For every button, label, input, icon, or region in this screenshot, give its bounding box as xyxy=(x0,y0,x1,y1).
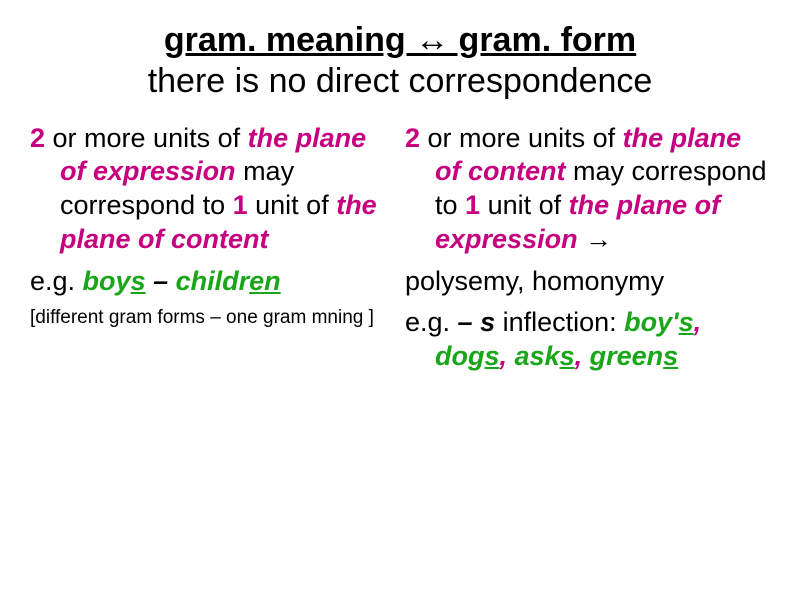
ex2-dog: dog xyxy=(435,341,484,371)
left-eg-label: e.g. xyxy=(30,266,83,296)
ex-dash: – xyxy=(146,266,176,296)
ex2-ask-s: s xyxy=(560,341,575,371)
left-column: 2 or more units of the plane of expressi… xyxy=(30,122,395,382)
right-polysemy: polysemy, homonymy xyxy=(405,265,770,299)
infl-s: – s xyxy=(458,307,496,337)
left-text-3: unit of xyxy=(248,190,337,220)
right-main-para: 2 or more units of the plane of content … xyxy=(405,122,770,257)
ex2-boy: boy' xyxy=(624,307,678,337)
left-main-para: 2 or more units of the plane of expressi… xyxy=(30,122,395,257)
infl-tail: inflection: xyxy=(495,307,624,337)
ex2-boy-s: s xyxy=(679,307,694,337)
ex-en: en xyxy=(249,266,281,296)
ex2-green-s: s xyxy=(663,341,678,371)
ex2-green: green xyxy=(590,341,664,371)
right-column: 2 or more units of the plane of content … xyxy=(405,122,770,382)
comma-1: , xyxy=(694,307,702,337)
ex-childr: childr xyxy=(176,266,250,296)
arrow-icon: → xyxy=(578,224,613,254)
left-example: e.g. boys – children xyxy=(30,265,395,299)
right-num-1: 1 xyxy=(465,190,480,220)
left-note: [different gram forms – one gram mning ] xyxy=(30,306,395,330)
ex2-ask: ask xyxy=(515,341,560,371)
left-text-1: or more units of xyxy=(45,123,248,153)
content-columns: 2 or more units of the plane of expressi… xyxy=(30,122,770,382)
right-text-1: or more units of xyxy=(420,123,623,153)
comma-2: , xyxy=(500,341,515,371)
right-text-3: unit of xyxy=(480,190,569,220)
title-line-2: there is no direct correspondence xyxy=(30,61,770,102)
left-num-2: 2 xyxy=(30,123,45,153)
ex-boy: boy xyxy=(83,266,131,296)
right-eg-label: e.g. xyxy=(405,307,458,337)
comma-3: , xyxy=(575,341,590,371)
title-line-1: gram. meaning ↔ gram. form xyxy=(30,20,770,61)
left-num-1: 1 xyxy=(233,190,248,220)
ex2-dog-s: s xyxy=(484,341,499,371)
right-example: e.g. – s inflection: boy's, dogs, asks, … xyxy=(405,306,770,374)
right-num-2: 2 xyxy=(405,123,420,153)
ex-boy-s: s xyxy=(131,266,146,296)
slide-header: gram. meaning ↔ gram. form there is no d… xyxy=(30,20,770,102)
